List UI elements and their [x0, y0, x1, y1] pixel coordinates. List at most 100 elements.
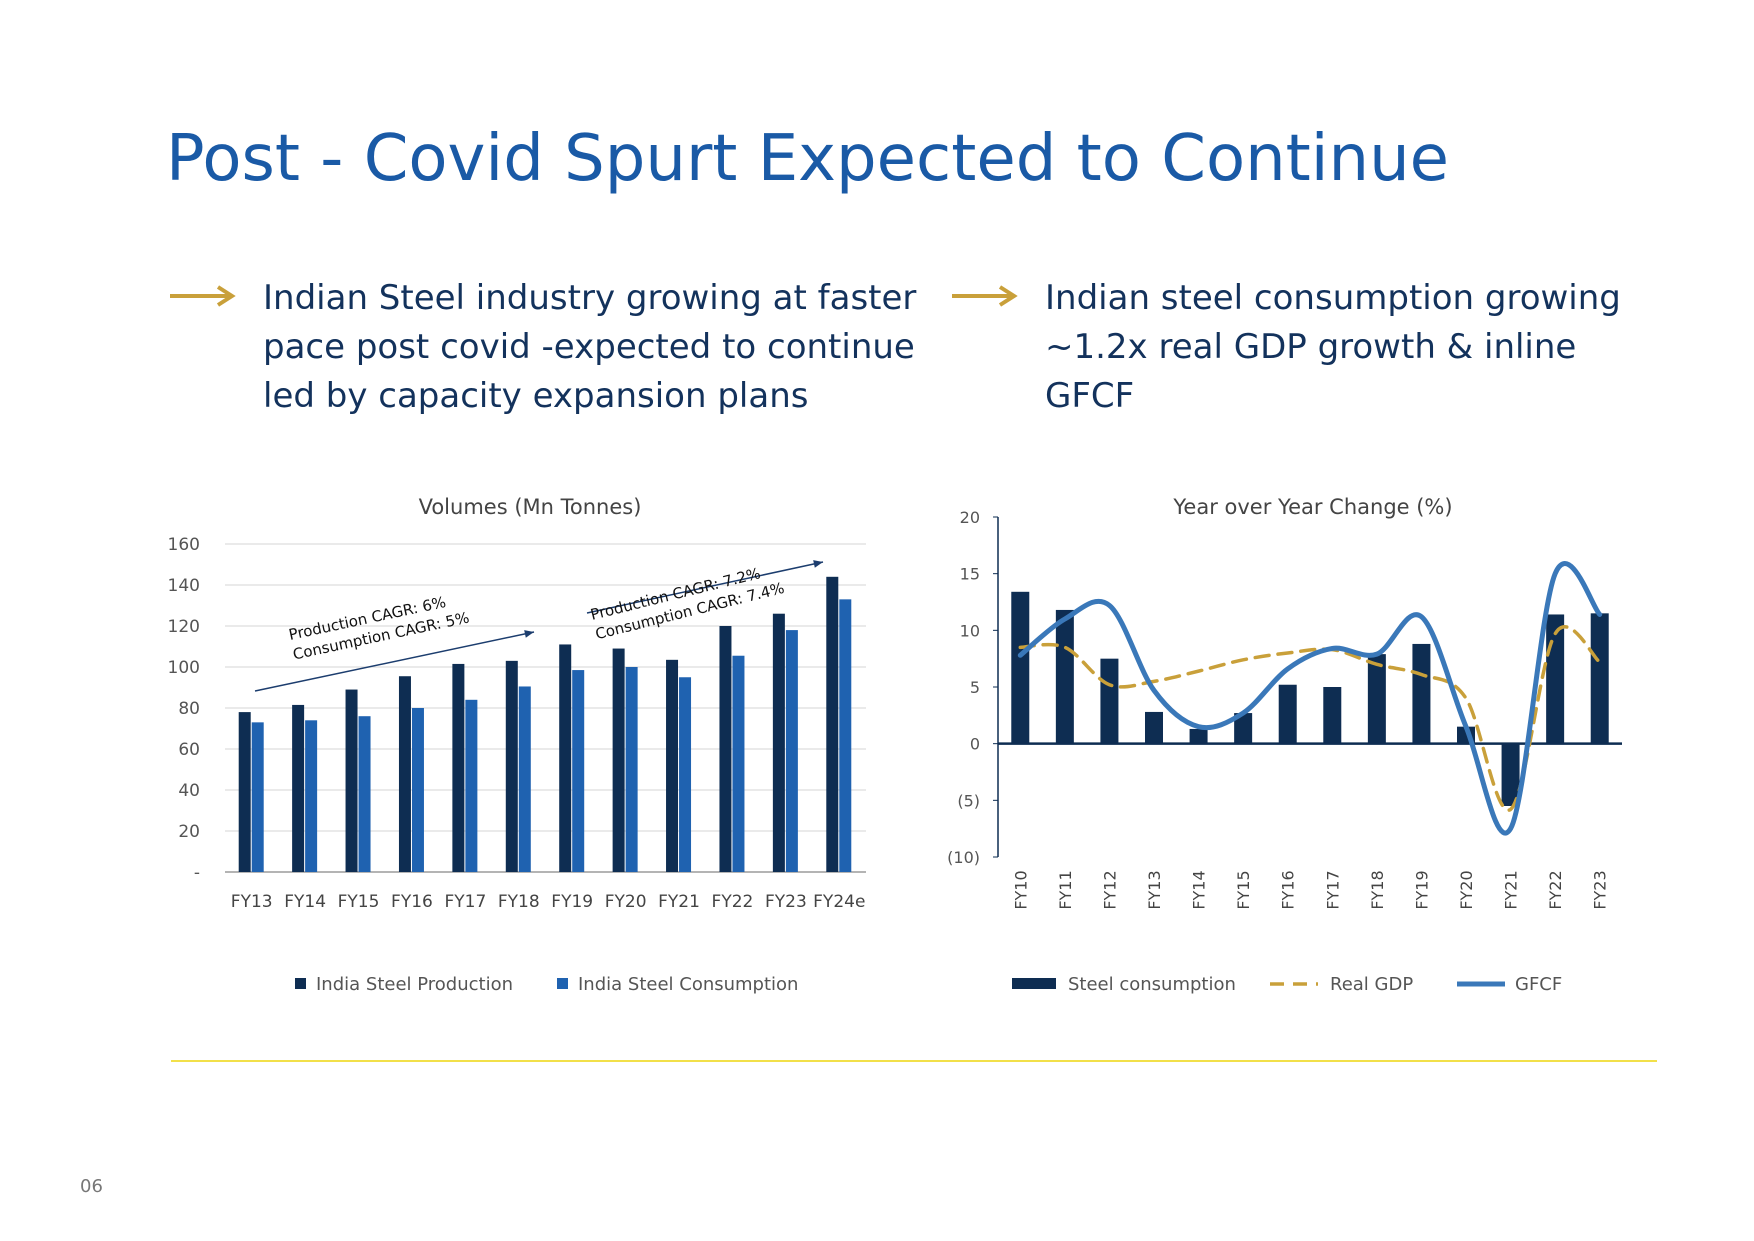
bar — [679, 677, 692, 872]
bar — [666, 659, 679, 872]
bullet-text: ~1.2x real GDP growth & inline — [1045, 327, 1576, 367]
bar — [719, 626, 732, 872]
bullet-arrow — [170, 285, 1018, 307]
chart-title: Year over Year Change (%) — [1172, 495, 1452, 519]
arrow-head — [524, 630, 534, 638]
legend-swatch — [295, 978, 306, 989]
bar — [1590, 613, 1609, 744]
y-tick-label: 80 — [178, 699, 200, 719]
legend-swatch — [1012, 978, 1056, 989]
x-tick-label: FY12 — [1100, 870, 1119, 909]
bullet-text: Indian Steel industry growing at faster — [263, 278, 916, 318]
chart-title: Volumes (Mn Tonnes) — [419, 495, 642, 519]
x-tick-label: FY11 — [1056, 870, 1075, 909]
bar — [452, 663, 465, 872]
legend-label: Real GDP — [1330, 974, 1413, 995]
bar — [398, 676, 411, 872]
bar — [358, 716, 371, 872]
bar — [1189, 728, 1208, 744]
x-tick-label: FY22 — [1546, 870, 1565, 909]
y-tick-label: 100 — [168, 658, 200, 678]
x-tick-label: FY13 — [231, 892, 273, 912]
bar — [1278, 684, 1297, 744]
bar — [251, 722, 264, 872]
y-tick-label: 160 — [168, 535, 200, 555]
x-tick-label: FY14 — [284, 892, 326, 912]
y-tick-label: 40 — [178, 781, 200, 801]
legend-label: India Steel Production — [316, 974, 513, 995]
x-tick-label: FY20 — [1457, 870, 1476, 909]
slide-title: Post - Covid Spurt Expected to Continue — [166, 122, 1449, 196]
bar — [826, 576, 839, 872]
y-tick-label: 20 — [178, 822, 200, 842]
x-tick-label: FY10 — [1011, 870, 1030, 909]
x-tick-label: FY22 — [712, 892, 754, 912]
bar — [411, 708, 424, 872]
arrow-head — [813, 560, 823, 568]
bar — [305, 720, 318, 872]
y-tick-label: (5) — [957, 791, 980, 810]
annotation-arrow — [254, 631, 535, 692]
y-tick-label: 5 — [970, 678, 980, 697]
bar — [1011, 591, 1030, 744]
y-tick-label: 120 — [168, 617, 200, 637]
bullet-text: GFCF — [1045, 376, 1134, 416]
bar — [1055, 609, 1074, 744]
bullet-text: Indian steel consumption growing — [1045, 278, 1621, 318]
bar — [345, 689, 358, 872]
annotation-arrow — [586, 561, 824, 614]
x-tick-label: FY21 — [1502, 870, 1521, 909]
bar — [465, 699, 478, 872]
bar — [612, 648, 625, 872]
bar — [559, 644, 572, 872]
bar — [572, 670, 585, 872]
y-tick-label: 10 — [960, 621, 980, 640]
bar — [238, 712, 251, 872]
bar — [1501, 743, 1520, 806]
page-number: 06 — [80, 1176, 103, 1197]
bar — [1100, 658, 1119, 744]
x-tick-label: FY18 — [498, 892, 540, 912]
bar — [785, 630, 798, 872]
x-tick-label: FY23 — [765, 892, 807, 912]
bar — [292, 704, 305, 872]
x-tick-label: FY21 — [658, 892, 700, 912]
y-tick-label: 15 — [960, 565, 980, 584]
bar — [505, 660, 518, 872]
legend-swatch — [557, 978, 568, 989]
line-series — [1017, 561, 1603, 836]
x-tick-label: FY13 — [1145, 870, 1164, 909]
legend-label: India Steel Consumption — [578, 974, 798, 995]
x-tick-label: FY17 — [1323, 870, 1342, 909]
x-tick-label: FY23 — [1591, 870, 1610, 909]
bullet-text: pace post covid -expected to continue — [263, 327, 915, 367]
y-tick-label: 60 — [178, 740, 200, 760]
bar — [732, 655, 745, 872]
x-tick-label: FY24e — [813, 892, 865, 912]
x-tick-label: FY17 — [444, 892, 486, 912]
x-tick-label: FY15 — [1234, 870, 1253, 909]
y-tick-label: 140 — [168, 576, 200, 596]
x-tick-label: FY19 — [551, 892, 593, 912]
x-tick-label: FY20 — [605, 892, 647, 912]
x-tick-label: FY18 — [1368, 870, 1387, 909]
bar — [1234, 713, 1253, 744]
legend-label: Steel consumption — [1068, 974, 1236, 995]
y-tick-label: - — [194, 863, 200, 883]
legend-label: GFCF — [1515, 974, 1562, 995]
y-tick-label: 20 — [960, 508, 980, 527]
bar — [518, 686, 531, 872]
x-tick-label: FY19 — [1412, 870, 1431, 909]
y-tick-label: 0 — [970, 735, 980, 754]
bar — [1367, 654, 1386, 744]
bar — [625, 667, 638, 872]
bar — [1323, 687, 1342, 744]
bar — [1145, 711, 1163, 744]
bar — [1412, 643, 1431, 744]
bar — [839, 599, 852, 872]
x-tick-label: FY14 — [1190, 870, 1209, 909]
x-tick-label: FY15 — [338, 892, 380, 912]
y-tick-label: (10) — [947, 848, 980, 867]
bar — [772, 613, 785, 872]
